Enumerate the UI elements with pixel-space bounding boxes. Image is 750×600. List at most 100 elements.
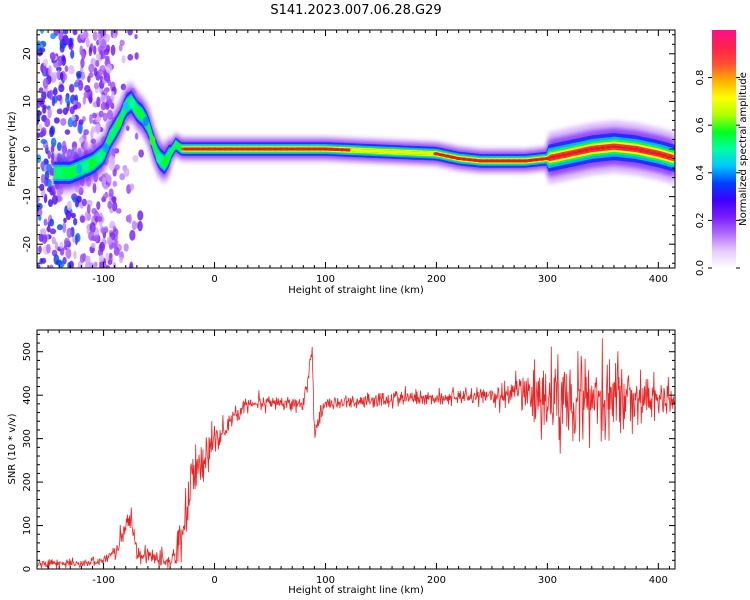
spectrogram-cell — [156, 153, 163, 164]
spectrogram-cell — [47, 108, 52, 119]
spectrogram-cell — [137, 220, 143, 232]
spectrogram-cell — [103, 192, 109, 199]
spectrogram-ridge-point — [266, 147, 274, 151]
spectrogram-cell — [50, 145, 55, 154]
spectrogram-ridge-point — [344, 148, 351, 152]
spectrogram-cell — [93, 234, 99, 243]
spectrogram-cell — [66, 103, 70, 112]
spectrogram-cell — [104, 33, 111, 43]
spectrogram-cell — [37, 132, 41, 139]
spectrogram-cell — [48, 64, 52, 76]
spectrogram-ridge-point — [200, 147, 207, 151]
spectrogram-cell — [416, 151, 423, 155]
spectrogram-cell — [66, 212, 71, 221]
spectrogram-ridge-point — [261, 147, 268, 151]
spectrogram-cell — [109, 98, 113, 106]
spectrogram-ridge-point — [239, 147, 246, 151]
spectrogram-ridge-point — [449, 155, 457, 159]
spectrogram-cell — [118, 44, 123, 52]
spectrogram-ridge-point — [583, 148, 590, 152]
spectrogram-ridge-point — [560, 153, 568, 157]
snr-y-tick-label: 400 — [22, 386, 33, 405]
spectrogram-cell — [119, 39, 125, 47]
spectrogram-ridge-point — [533, 158, 540, 162]
spectrogram-cell — [61, 140, 67, 152]
spectrogram-cell — [128, 213, 132, 224]
spectrogram-ridge-point — [277, 147, 285, 151]
spectrogram-cell — [73, 250, 77, 260]
spectrogram-cell — [58, 260, 65, 268]
spectrogram-cell — [64, 129, 71, 135]
spectrogram-ridge-point — [255, 147, 263, 151]
snr-y-axis-label: SNR (10 * v/v) — [7, 413, 18, 484]
spectrogram-ridge-point — [505, 159, 512, 163]
spectrogram-cell — [84, 84, 91, 93]
spectrogram-cell — [112, 168, 117, 177]
spectrogram-cell — [383, 150, 390, 154]
spectrogram-cell — [84, 263, 89, 268]
spectrogram-cell — [411, 151, 418, 155]
spectrogram-cell — [44, 117, 51, 128]
spectrogram-cell — [43, 218, 48, 226]
spectrogram-ridge-point — [516, 159, 523, 163]
spectrogram-cell — [116, 117, 123, 128]
spectrogram-y-tick-label: 0 — [22, 146, 33, 152]
spectrogram-cell — [134, 33, 138, 40]
spectrogram-cell — [49, 228, 57, 235]
spectrogram-cell — [71, 141, 78, 150]
snr-y-tick-label: 100 — [22, 516, 33, 535]
spectrogram-cell — [100, 38, 107, 49]
spectrogram-cell — [93, 45, 97, 55]
spectrogram-cell — [94, 123, 101, 135]
spectrogram-ridge-point — [549, 155, 557, 159]
snr-x-tick-label: 400 — [649, 575, 668, 586]
spectrogram-cell — [81, 71, 86, 80]
spectrogram-cell — [40, 173, 46, 184]
spectrogram-cell — [98, 254, 105, 263]
spectrogram-cell — [405, 151, 412, 155]
spectrogram-ridge-point — [649, 151, 657, 155]
spectrogram-cell — [76, 163, 83, 174]
spectrogram-cell — [96, 152, 103, 163]
spectrogram-cell — [53, 117, 60, 124]
snr-series-line — [37, 338, 675, 569]
spectrogram-cell — [100, 94, 106, 103]
spectrogram-cell — [119, 173, 126, 181]
spectrogram-cell — [56, 224, 63, 231]
spectrogram-ridge-point — [216, 147, 224, 151]
spectrogram-cell — [88, 46, 92, 57]
spectrogram-cell — [48, 264, 54, 268]
spectrogram-cell — [101, 196, 106, 203]
spectrogram-ridge-point — [189, 147, 196, 151]
spectrogram-cell — [72, 30, 78, 36]
spectrogram-ridge-point — [227, 147, 235, 151]
spectrogram-cell — [132, 154, 139, 163]
spectrogram-ridge-point — [588, 147, 595, 151]
snr-x-axis-label: Height of straight line (km) — [288, 585, 424, 596]
spectrogram-cell — [64, 65, 69, 73]
spectrogram-ridge-point — [244, 147, 252, 151]
spectrogram-ridge-point — [477, 159, 485, 163]
spectrogram-cell — [72, 234, 76, 243]
spectrogram-cell — [73, 104, 78, 110]
spectrogram-cell — [72, 119, 78, 128]
spectrogram-ridge-point — [621, 146, 629, 150]
spectrogram-cell — [40, 160, 45, 170]
spectrogram-cell — [37, 40, 42, 50]
spectrogram-ridge-point — [205, 147, 213, 151]
spectrogram-ridge-point — [311, 147, 318, 151]
spectrogram-cell — [112, 228, 119, 237]
spectrogram-ridge-point — [300, 147, 307, 151]
spectrogram-cell — [115, 208, 122, 214]
spectrogram-cell — [56, 108, 63, 115]
spectrogram-cell — [65, 248, 72, 259]
spectrogram-cell — [129, 229, 136, 241]
spectrogram-ridge-point — [610, 145, 618, 149]
spectrogram-cell — [119, 256, 123, 264]
spectrogram-cell — [98, 110, 104, 118]
snr-x-tick-label: -100 — [92, 575, 115, 586]
spectrogram-ridge-point — [599, 146, 607, 150]
spectrogram-x-tick-label: 300 — [538, 274, 557, 285]
spectrogram-cell — [48, 89, 53, 101]
spectrogram-cell — [123, 167, 130, 177]
